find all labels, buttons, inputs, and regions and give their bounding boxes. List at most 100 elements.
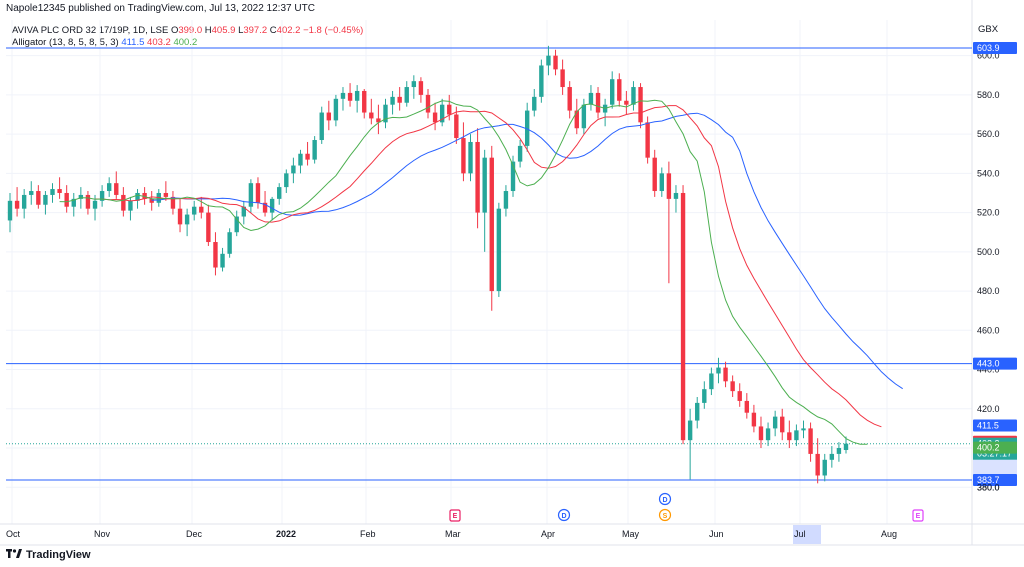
- candle[interactable]: [78, 194, 84, 199]
- candle[interactable]: [765, 428, 771, 441]
- candle[interactable]: [744, 400, 750, 413]
- candle[interactable]: [489, 157, 494, 292]
- candle[interactable]: [780, 416, 785, 433]
- candle[interactable]: [163, 192, 169, 197]
- event-dividend-icon[interactable]: [557, 508, 571, 522]
- candle[interactable]: [397, 96, 402, 103]
- candle[interactable]: [723, 367, 728, 382]
- candle[interactable]: [177, 208, 183, 225]
- candle[interactable]: [673, 192, 679, 199]
- candle[interactable]: [64, 192, 69, 207]
- candle[interactable]: [666, 173, 672, 199]
- candle[interactable]: [106, 183, 112, 192]
- candle[interactable]: [50, 189, 55, 195]
- candle[interactable]: [319, 112, 324, 141]
- candle[interactable]: [496, 208, 502, 292]
- candle[interactable]: [284, 173, 289, 188]
- candle[interactable]: [92, 200, 98, 209]
- candle[interactable]: [758, 426, 764, 441]
- candle[interactable]: [517, 145, 523, 162]
- candle[interactable]: [553, 55, 558, 70]
- candle[interactable]: [142, 192, 147, 199]
- candle[interactable]: [638, 87, 643, 123]
- candle[interactable]: [7, 200, 13, 221]
- candle[interactable]: [829, 453, 835, 460]
- candle[interactable]: [461, 138, 466, 174]
- candle[interactable]: [57, 189, 62, 193]
- candle[interactable]: [468, 141, 473, 174]
- candle[interactable]: [71, 198, 76, 207]
- candle[interactable]: [815, 453, 820, 476]
- candle[interactable]: [659, 173, 664, 192]
- candle[interactable]: [418, 81, 424, 95]
- candle[interactable]: [772, 416, 778, 429]
- candle[interactable]: [624, 100, 629, 105]
- candle[interactable]: [241, 206, 246, 217]
- candle[interactable]: [787, 432, 792, 441]
- candle[interactable]: [85, 194, 91, 209]
- candle[interactable]: [716, 367, 721, 374]
- candle[interactable]: [114, 183, 119, 195]
- candle[interactable]: [808, 428, 813, 454]
- candle[interactable]: [737, 391, 742, 401]
- candle[interactable]: [836, 448, 842, 454]
- candle[interactable]: [510, 161, 516, 192]
- candle[interactable]: [248, 183, 254, 207]
- candle[interactable]: [390, 96, 395, 105]
- candle[interactable]: [567, 87, 572, 111]
- candle[interactable]: [369, 112, 374, 119]
- candle[interactable]: [277, 187, 282, 199]
- candle[interactable]: [794, 430, 799, 441]
- candle[interactable]: [206, 212, 211, 243]
- candle[interactable]: [524, 110, 530, 146]
- candle[interactable]: [220, 253, 225, 268]
- candle[interactable]: [21, 194, 27, 209]
- candle[interactable]: [43, 194, 48, 205]
- candle[interactable]: [730, 381, 735, 392]
- candle[interactable]: [482, 157, 487, 213]
- candle[interactable]: [411, 81, 417, 88]
- candle[interactable]: [574, 110, 579, 129]
- candle[interactable]: [652, 157, 657, 192]
- candle[interactable]: [425, 94, 431, 113]
- candle[interactable]: [269, 198, 275, 213]
- event-earnings-icon[interactable]: [449, 509, 461, 522]
- candle[interactable]: [617, 79, 622, 101]
- candle[interactable]: [532, 96, 537, 111]
- candle[interactable]: [404, 87, 409, 103]
- candle[interactable]: [192, 206, 197, 215]
- candle[interactable]: [454, 114, 459, 139]
- candle[interactable]: [36, 191, 41, 205]
- candle[interactable]: [199, 206, 204, 213]
- candle[interactable]: [255, 183, 261, 203]
- candle[interactable]: [291, 165, 296, 174]
- candle[interactable]: [546, 55, 551, 66]
- candle[interactable]: [135, 192, 140, 201]
- candle[interactable]: [213, 242, 218, 268]
- candle[interactable]: [184, 214, 190, 225]
- candle[interactable]: [680, 192, 686, 441]
- candle[interactable]: [822, 459, 827, 476]
- candle[interactable]: [305, 153, 310, 160]
- candle[interactable]: [383, 104, 388, 123]
- candle[interactable]: [121, 194, 126, 211]
- event-split-icon[interactable]: [658, 508, 672, 522]
- candle[interactable]: [312, 140, 317, 160]
- candle[interactable]: [432, 112, 438, 123]
- candle[interactable]: [262, 202, 268, 213]
- candle[interactable]: [695, 402, 700, 421]
- candle[interactable]: [475, 141, 480, 213]
- candle[interactable]: [340, 92, 346, 99]
- candle[interactable]: [539, 65, 544, 97]
- candle[interactable]: [170, 196, 176, 209]
- candle[interactable]: [99, 191, 105, 201]
- candle[interactable]: [751, 412, 757, 427]
- candle[interactable]: [801, 428, 806, 431]
- candle[interactable]: [376, 118, 381, 123]
- candle[interactable]: [326, 112, 332, 121]
- candle[interactable]: [581, 104, 587, 129]
- event-dividend-icon[interactable]: [658, 492, 672, 506]
- candle[interactable]: [447, 104, 452, 115]
- candle[interactable]: [29, 191, 34, 195]
